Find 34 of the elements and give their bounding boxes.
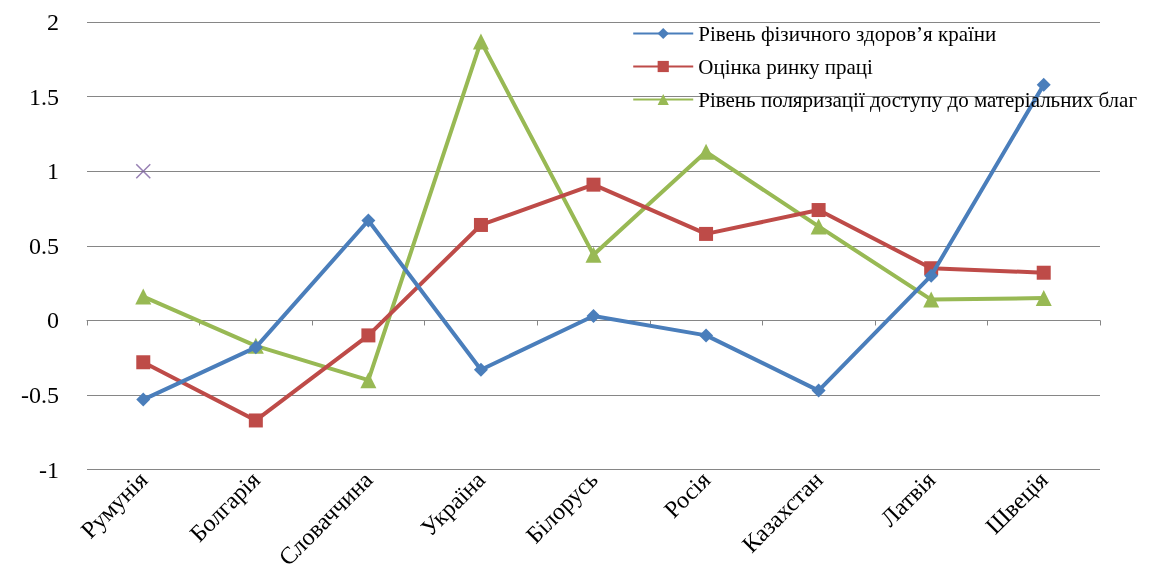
point — [135, 163, 152, 179]
point — [1036, 265, 1051, 280]
point — [586, 177, 601, 192]
point — [923, 291, 940, 308]
point — [473, 362, 488, 377]
point — [361, 213, 376, 228]
point — [586, 309, 601, 323]
legend-label: Рівень фізичного здоров’я країни — [698, 21, 997, 46]
point — [924, 268, 939, 283]
y-tick-label: 0.5 — [29, 232, 59, 259]
point — [248, 413, 263, 428]
point — [473, 217, 488, 232]
point — [360, 372, 377, 389]
y-tick-label: -1 — [39, 456, 59, 483]
point — [585, 246, 602, 263]
point — [1036, 77, 1051, 92]
point — [810, 218, 827, 235]
point — [1035, 290, 1052, 307]
point — [472, 33, 489, 50]
point — [698, 143, 715, 160]
y-tick-label: 0 — [47, 307, 59, 334]
point — [136, 355, 151, 370]
point — [699, 328, 714, 343]
y-tick-label: 1 — [47, 158, 59, 185]
point — [699, 226, 714, 241]
y-tick-label: 1.5 — [29, 83, 59, 110]
legend-label: Оцінка ринку праці — [698, 54, 874, 79]
point — [811, 203, 826, 218]
point — [136, 392, 151, 407]
y-tick-label: 2 — [47, 9, 59, 35]
y-tick-label: -0.5 — [21, 382, 59, 409]
point — [811, 383, 826, 398]
point — [361, 328, 376, 343]
point — [135, 288, 152, 305]
